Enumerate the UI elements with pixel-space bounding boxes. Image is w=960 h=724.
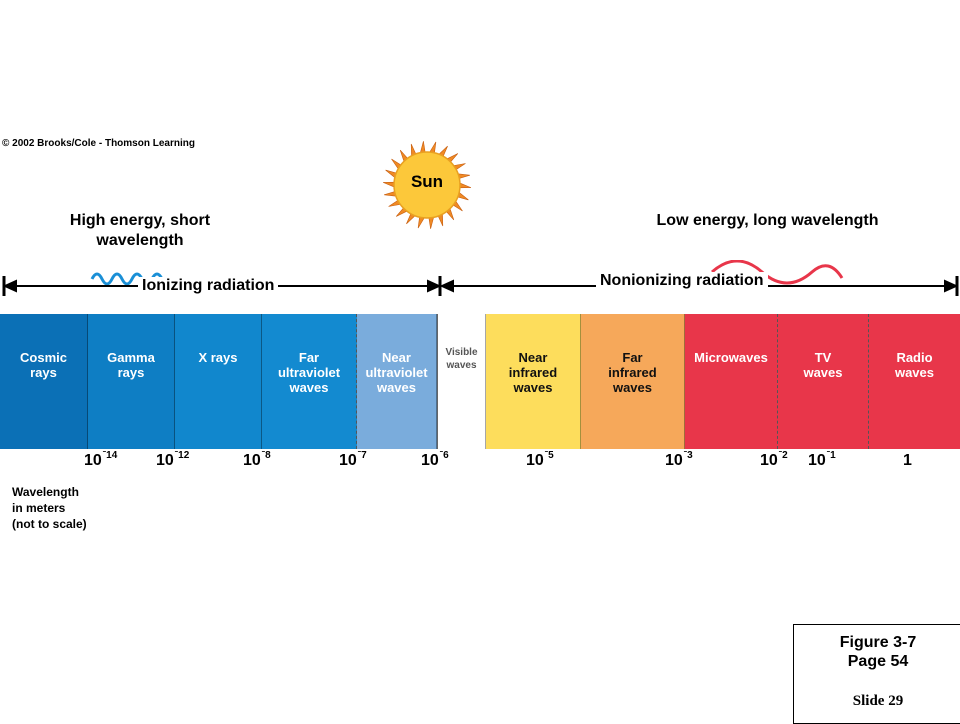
ionizing-radiation-label: Ionizing radiation xyxy=(138,277,279,295)
band-far-infrared: Far infrared waves xyxy=(581,314,685,449)
tick-exp: ˉ1 xyxy=(826,450,836,461)
copyright-notice: © 2002 Brooks/Cole - Thomson Learning xyxy=(2,138,195,149)
band-x-rays: X rays xyxy=(175,314,262,449)
tick-base: 1 xyxy=(903,452,912,469)
tick-exp: ˉ12 xyxy=(174,450,190,461)
tick-label: 10ˉ14 xyxy=(84,450,117,470)
band-near-infrared: Near infrared waves xyxy=(486,314,581,449)
tick-exp: ˉ6 xyxy=(439,450,449,461)
tick-base: 10 xyxy=(760,452,778,469)
tick-label: 10ˉ7 xyxy=(339,450,367,470)
tick-exp: ˉ2 xyxy=(778,450,788,461)
figure-title: Figure 3-7 xyxy=(839,634,917,651)
figure-reference-box: Figure 3-7 Page 54 Slide 29 xyxy=(793,624,960,724)
band-label: Visible waves xyxy=(445,347,478,371)
band-label: Near ultraviolet waves xyxy=(365,350,428,395)
band-label: Radio waves xyxy=(894,350,935,380)
band-label: X rays xyxy=(198,350,238,365)
tick-exp: ˉ7 xyxy=(357,450,367,461)
high-energy-heading: High energy, short wavelength xyxy=(69,212,211,249)
band-far-ultraviolet: Far ultraviolet waves xyxy=(262,314,357,449)
tick-label: 1 xyxy=(903,450,913,470)
band-microwaves: Microwaves xyxy=(685,314,778,449)
tick-label: 10ˉ8 xyxy=(243,450,271,470)
tick-base: 10 xyxy=(526,452,544,469)
sun-icon xyxy=(382,141,472,229)
band-cosmic-rays: Cosmic rays xyxy=(0,314,88,449)
band-visible: Visible waves xyxy=(437,314,486,449)
tick-label: 10ˉ6 xyxy=(421,450,449,470)
tick-base: 10 xyxy=(156,452,174,469)
tick-exp: ˉ3 xyxy=(683,450,693,461)
long-wave-icon xyxy=(711,260,844,285)
low-energy-heading: Low energy, long wavelength xyxy=(656,212,879,229)
short-wave-icon xyxy=(90,272,174,286)
figure-page: Page 54 xyxy=(847,653,909,670)
tick-label: 10ˉ1 xyxy=(808,450,836,470)
tick-exp: ˉ5 xyxy=(544,450,554,461)
band-label: TV waves xyxy=(803,350,843,380)
tick-base: 10 xyxy=(808,452,826,469)
tick-base: 10 xyxy=(243,452,261,469)
band-radio-waves: Radio waves xyxy=(869,314,960,449)
tick-label: 10ˉ2 xyxy=(760,450,788,470)
tick-base: 10 xyxy=(339,452,357,469)
band-label: Microwaves xyxy=(694,350,768,365)
band-label: Gamma rays xyxy=(107,350,155,380)
band-tv-waves: TV waves xyxy=(778,314,869,449)
tick-exp: ˉ14 xyxy=(102,450,118,461)
band-label: Far ultraviolet waves xyxy=(277,350,341,395)
slide-number: Slide 29 xyxy=(852,693,904,709)
tick-label: 10ˉ5 xyxy=(526,450,554,470)
tick-base: 10 xyxy=(84,452,102,469)
tick-exp: ˉ8 xyxy=(261,450,271,461)
tick-label: 10ˉ3 xyxy=(665,450,693,470)
tick-base: 10 xyxy=(421,452,439,469)
sun-label: Sun xyxy=(410,172,444,191)
wavelength-note: Wavelength in meters (not to scale) xyxy=(12,485,87,531)
band-near-ultraviolet: Near ultraviolet waves xyxy=(357,314,437,449)
nonionizing-radiation-label: Nonionizing radiation xyxy=(596,272,768,290)
band-label: Near infrared waves xyxy=(508,350,558,395)
band-label: Far infrared waves xyxy=(608,350,657,395)
tick-base: 10 xyxy=(665,452,683,469)
band-gamma-rays: Gamma rays xyxy=(88,314,175,449)
band-label: Cosmic rays xyxy=(20,350,67,380)
tick-label: 10ˉ12 xyxy=(156,450,189,470)
